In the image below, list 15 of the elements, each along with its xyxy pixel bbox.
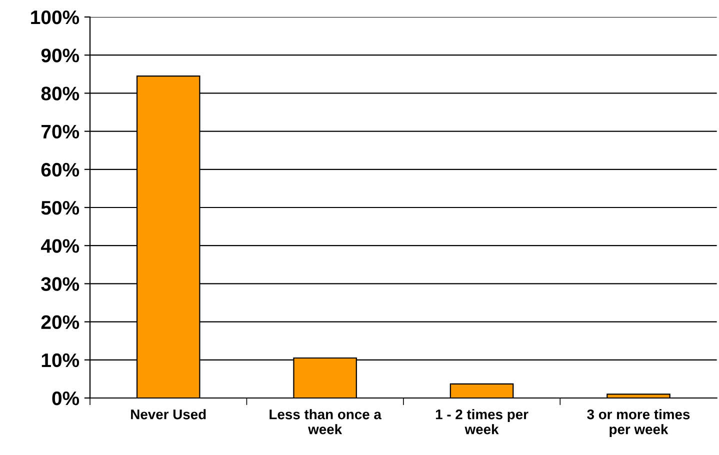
y-tick-label: 90%: [41, 48, 80, 62]
x-tick-label: Less than once a week: [270, 409, 382, 434]
y-tick-label: 60%: [41, 162, 80, 177]
y-tick-label: 20%: [41, 315, 80, 330]
y-tick-label: 70%: [42, 124, 80, 139]
x-tick-label: 1 - 2 times per week: [436, 409, 528, 434]
x-tick-label: 3 or more times per week: [587, 409, 690, 438]
y-tick-label: 30%: [41, 277, 80, 291]
y-tick-label: 10%: [42, 353, 80, 368]
y-tick-label: 80%: [41, 86, 80, 100]
y-tick-label: 40%: [40, 239, 80, 253]
y-tick-label: 0%: [52, 391, 80, 406]
y-tick-label: 50%: [41, 200, 80, 215]
y-tick-label: 100%: [31, 10, 80, 24]
x-tick-label: Never Used: [131, 409, 206, 420]
